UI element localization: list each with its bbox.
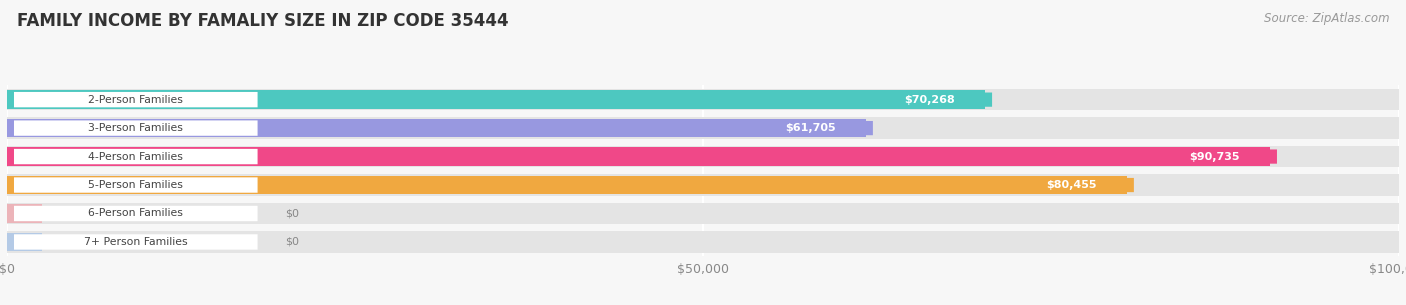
Text: 3-Person Families: 3-Person Families bbox=[89, 123, 183, 133]
FancyBboxPatch shape bbox=[1008, 178, 1133, 192]
Text: Source: ZipAtlas.com: Source: ZipAtlas.com bbox=[1264, 12, 1389, 25]
Text: $0: $0 bbox=[285, 237, 299, 247]
Text: 7+ Person Families: 7+ Person Families bbox=[84, 237, 187, 247]
Bar bbox=[7, 117, 1399, 139]
FancyBboxPatch shape bbox=[868, 92, 993, 107]
Bar bbox=[7, 231, 1399, 253]
Text: $0: $0 bbox=[285, 209, 299, 218]
FancyBboxPatch shape bbox=[14, 177, 257, 193]
FancyBboxPatch shape bbox=[748, 121, 873, 135]
Text: $70,268: $70,268 bbox=[904, 95, 955, 105]
FancyBboxPatch shape bbox=[14, 234, 257, 250]
Text: 4-Person Families: 4-Person Families bbox=[89, 152, 183, 162]
FancyBboxPatch shape bbox=[14, 120, 257, 136]
Text: 6-Person Families: 6-Person Families bbox=[89, 209, 183, 218]
FancyBboxPatch shape bbox=[14, 149, 257, 164]
Bar bbox=[7, 119, 866, 137]
Bar bbox=[7, 174, 1399, 196]
Bar bbox=[7, 90, 986, 109]
Text: $90,735: $90,735 bbox=[1189, 152, 1240, 162]
FancyBboxPatch shape bbox=[1152, 149, 1277, 164]
FancyBboxPatch shape bbox=[14, 206, 257, 221]
Bar bbox=[7, 233, 42, 251]
Text: $61,705: $61,705 bbox=[785, 123, 835, 133]
Bar bbox=[7, 203, 1399, 224]
Bar bbox=[7, 176, 1128, 194]
Bar bbox=[7, 204, 42, 223]
Text: FAMILY INCOME BY FAMALIY SIZE IN ZIP CODE 35444: FAMILY INCOME BY FAMALIY SIZE IN ZIP COD… bbox=[17, 12, 509, 30]
Bar bbox=[7, 146, 1399, 167]
Bar bbox=[7, 147, 1270, 166]
Bar bbox=[7, 89, 1399, 110]
Text: 5-Person Families: 5-Person Families bbox=[89, 180, 183, 190]
Text: $80,455: $80,455 bbox=[1046, 180, 1097, 190]
FancyBboxPatch shape bbox=[14, 92, 257, 107]
Text: 2-Person Families: 2-Person Families bbox=[89, 95, 183, 105]
